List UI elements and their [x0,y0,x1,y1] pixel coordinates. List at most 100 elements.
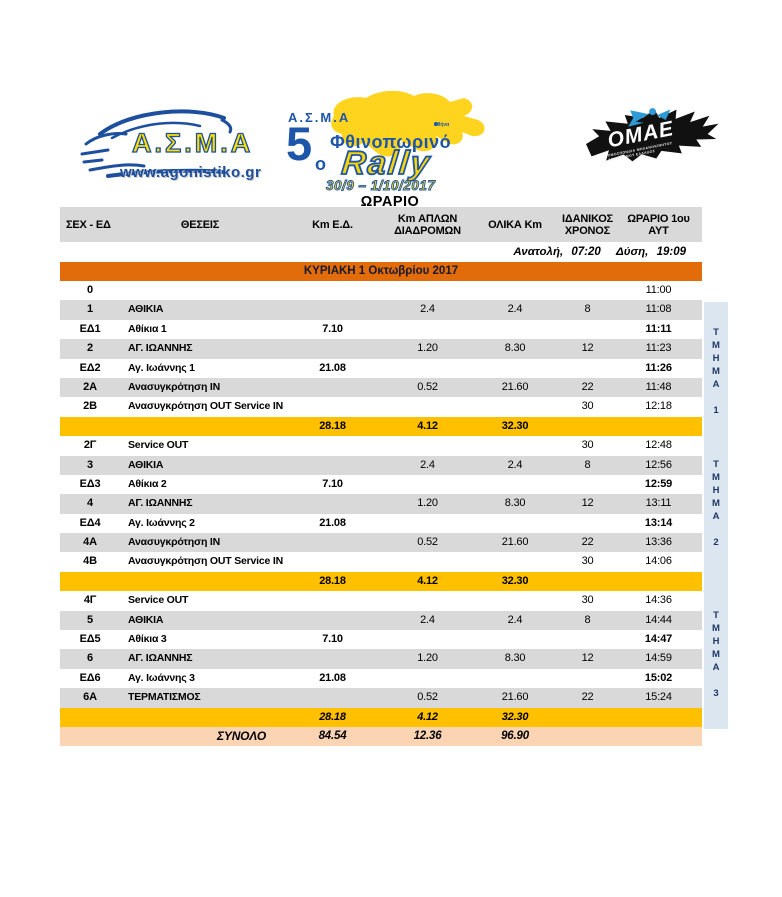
cell-olika-km: 32.30 [501,574,529,587]
cell-km-ed [280,378,385,397]
table-row: 4 ΑΓ. ΙΩΑΝΝΗΣ 1.20 8.30 12 13:11 [60,494,702,514]
page-title: ΩΡΑΡΙΟ [360,194,420,210]
cell-km-ed: 7.10 [322,633,343,646]
cell-sech-ed: 6 [87,652,93,665]
cell-idanikos-xronos: 12 [581,652,594,665]
cell-olika-km: 32.30 [501,710,529,723]
cell-idanikos-xronos [560,320,615,339]
table-row: ΕΔ6 Αγ. Ιωάννης 3 21.08 15:02 [60,669,702,688]
cell-idanikos-xronos [560,514,615,533]
asma-url-text: www.agonistiko.gr [120,164,262,181]
cell-olika-km: 2.4 [507,613,523,626]
event-club-name: Α.Σ.Μ.Α [288,110,351,125]
cell-thesis: ΑΘΙΚΙΑ [128,613,164,626]
cell-thesis: Ανασυγκρότηση IN [128,536,221,549]
cell-idanikos-xronos [560,417,615,436]
section-label-letters: Τ Μ Η Μ Α [712,459,720,522]
cell-sech-ed: 5 [87,613,93,626]
table-row: 2Γ Service OUT 30 12:48 [60,436,702,455]
cell-km-ed [280,552,385,571]
cell-km-aplon [385,514,470,533]
cell-olika-km: 8.30 [504,497,526,510]
cell-olika-km: 21.60 [501,536,529,549]
table-row: 28.18 4.12 32.30 [60,571,702,592]
section-number: 3 [713,688,719,699]
sun-times: Ανατολή, 07:20 Δύση, 19:09 [60,242,702,262]
cell-km-ed [280,300,385,319]
event-season-word: Φθινοπωρινό [330,132,452,152]
cell-km-aplon: 2.4 [420,613,435,626]
event-rally-word: Rally [339,143,434,182]
cell-km-aplon: 1.20 [417,342,438,355]
cell-thesis: Ανασυγκρότηση OUT Service IN [128,555,283,568]
cell-km-aplon: 4.12 [417,574,438,587]
table-header: ΣΕΧ - ΕΔ ΘΕΣΕΙΣ Km Ε.Δ. Km ΑΠΛΩΝ ΔΙΑΔΡΟΜ… [60,207,702,242]
cell-km-aplon: 0.52 [417,691,438,704]
header-km-aplon: Km ΑΠΛΩΝ ΔΙΑΔΡΟΜΩΝ [394,212,461,237]
cell-sech-ed: ΕΔ5 [79,633,101,646]
cell-olika-km [470,669,560,688]
cell-orario: 13:14 [644,516,673,529]
cell-olika-km: 32.30 [501,419,529,432]
cell-orario [615,572,702,591]
cell-sech-ed: 2Γ [83,439,97,452]
cell-km-ed: 28.18 [319,574,346,587]
cell-km-aplon: 4.12 [417,419,438,432]
cell-olika-km [470,320,560,339]
omae-logo: ΟΜΑΕ ΟΜΟΣΠΟΝΔΙΑ ΜΗΧΑΝΟΚΙΝΗΤΟΥ ΑΘΛΗΤΙΣΜΟΥ… [570,81,731,199]
header-thesis: ΘΕΣΕΙΣ [180,218,220,231]
table-row: 0 11:00 [60,281,702,300]
cell-orario: 12:59 [644,477,673,490]
cell-km-aplon [385,591,470,610]
cell-km-aplon [385,436,470,455]
cell-sech-ed: 1 [87,303,93,316]
cell-km-ed [280,456,385,475]
sunrise-label: Ανατολή, [513,246,564,258]
cell-idanikos-xronos: 8 [584,303,591,316]
cell-thesis [120,281,280,300]
table-row: 4Γ Service OUT 30 14:36 [60,591,702,610]
cell-idanikos-xronos [560,359,615,378]
cell-olika-km [470,436,560,455]
cell-km-ed [280,397,385,416]
cell-thesis: ΑΓ. ΙΩΑΝΝΗΣ [128,652,193,665]
day-banner: ΚΥΡΙΑΚΗ 1 Οκτωβρίου 2017 [60,262,702,281]
cell-sech-ed: ΕΔ1 [79,322,101,335]
cell-thesis: Ανασυγκρότηση OUT Service IN [128,400,283,413]
cell-olika-km [470,591,560,610]
cell-sech-ed: 4Γ [83,594,97,607]
cell-km-ed [280,611,385,630]
header-idanikos: ΙΔΑΝΙΚΟΣ ΧΡΟΝΟΣ [562,212,613,237]
cell-thesis: Ανασυγκρότηση IN [128,380,221,393]
cell-km-aplon [385,320,470,339]
cell-km-aplon: 1.20 [417,652,438,665]
cell-thesis: ΑΓ. ΙΩΑΝΝΗΣ [128,342,193,355]
cell-km-aplon [385,281,470,300]
cell-sech-ed [60,708,120,727]
table-row: 2Α Ανασυγκρότηση IN 0.52 21.60 22 11:48 [60,377,702,398]
cell-km-aplon [385,397,470,416]
cell-thesis: ΑΘΙΚΙΑ [128,458,164,471]
table-row: 5 ΑΘΙΚΙΑ 2.4 2.4 8 14:44 [60,610,702,631]
cell-idanikos-xronos [560,669,615,688]
cell-thesis: Αθίκια 1 [128,322,167,335]
cell-km-ed: 28.18 [319,419,346,432]
cell-orario: 14:36 [645,594,672,607]
section-strip: Τ Μ Η Μ Α 1 Τ Μ Η Μ Α 2 Τ Μ Η Μ Α 3 [704,302,728,729]
header-olika-km: ΟΛΙΚΑ Km [488,218,542,231]
cell-km-aplon: 2.4 [420,303,435,316]
cell-olika-km: 2.4 [507,303,523,316]
cell-sech-ed: 6Α [83,691,97,704]
cell-idanikos-xronos [560,708,615,727]
cell-idanikos-xronos [560,572,615,591]
cell-idanikos-xronos: 12 [581,497,594,510]
cell-idanikos-xronos [560,727,615,746]
cell-idanikos-xronos: 22 [581,380,594,393]
cell-sech-ed: ΕΔ4 [79,516,101,529]
cell-sech-ed: 4 [87,497,93,510]
table-row: 1 ΑΘΙΚΙΑ 2.4 2.4 8 11:08 [60,300,702,320]
cell-thesis: Αθίκια 2 [128,477,167,490]
table-row: ΕΔ2 Αγ. Ιωάννης 1 21.08 11:26 [60,359,702,378]
table-row: 2Β Ανασυγκρότηση OUT Service IN 30 12:18 [60,397,702,416]
cell-orario: 13:11 [645,497,672,510]
